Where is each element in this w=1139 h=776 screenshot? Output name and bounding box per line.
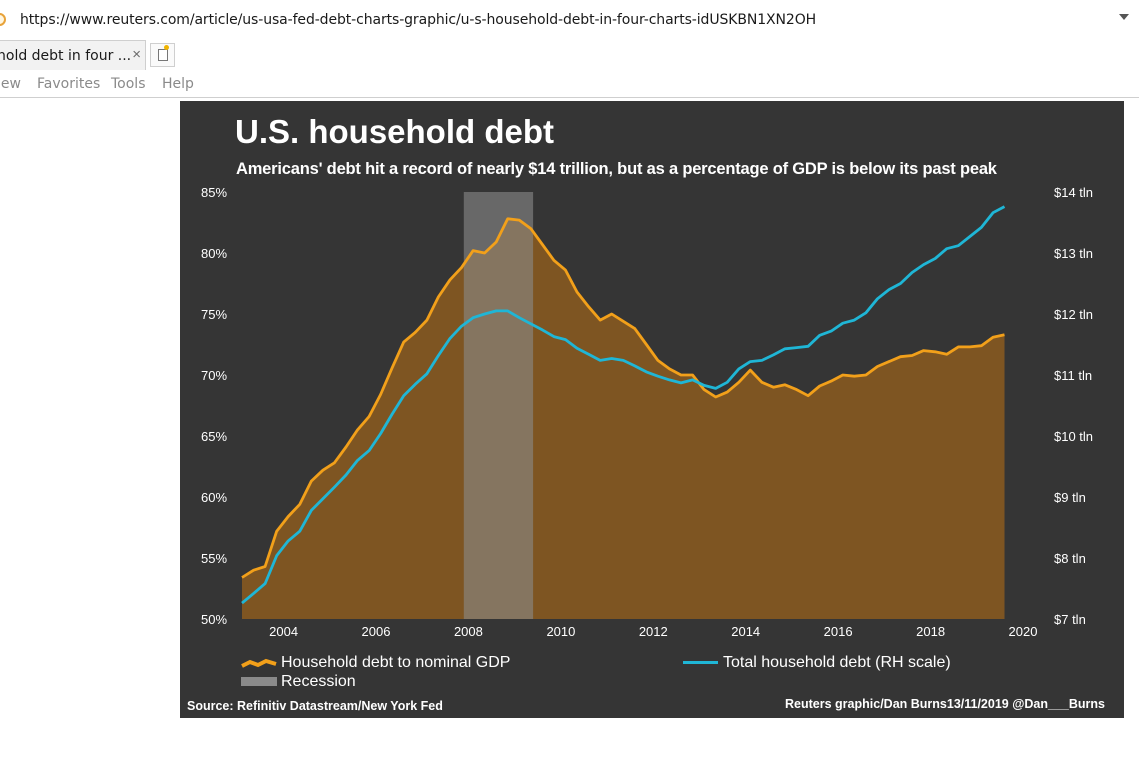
y-right-tick-label: $12 tln — [1054, 307, 1093, 322]
y-right-tick-label: $14 tln — [1054, 185, 1093, 200]
y-right-tick-label: $7 tln — [1054, 612, 1086, 627]
legend-swatch-debt-gdp — [241, 658, 277, 668]
sparkle-icon — [164, 45, 169, 50]
credit-note: Reuters graphic/Dan Burns13/11/2019 @Dan… — [785, 697, 1105, 711]
x-tick-label: 2020 — [1009, 624, 1038, 639]
y-left-tick-label: 60% — [201, 490, 227, 505]
menu-view[interactable]: iew — [0, 76, 21, 92]
chart-svg: 85% 80% 75% 70% 65% 60% 55% 50% $14 tln $13 tln $1… — [201, 185, 1093, 639]
y-left-tick-label: 50% — [201, 612, 227, 627]
chart-subtitle: Americans' debt hit a record of nearly $… — [236, 160, 997, 178]
source-note: Source: Refinitiv Datastream/New York Fe… — [187, 699, 443, 713]
chevron-down-icon[interactable] — [1119, 14, 1129, 20]
menu-tools[interactable]: Tools — [111, 76, 146, 92]
menu-help[interactable]: Help — [162, 76, 194, 92]
debt-gdp-line — [241, 217, 1005, 579]
legend-label-total-debt: Total household debt (RH scale) — [723, 654, 951, 671]
menu-bar: iew Favorites Tools Help — [0, 70, 1139, 98]
chart-title: U.S. household debt — [235, 113, 554, 150]
new-tab-button[interactable] — [150, 43, 175, 67]
legend-swatch-total-debt — [683, 661, 718, 664]
x-tick-label: 2012 — [639, 624, 668, 639]
close-icon[interactable]: × — [132, 46, 141, 63]
tab-title: hold debt in four ... — [0, 48, 132, 64]
x-tick-label: 2018 — [916, 624, 945, 639]
menu-favorites[interactable]: Favorites — [37, 76, 101, 92]
y-left-tick-label: 65% — [201, 429, 227, 444]
address-bar[interactable]: https://www.reuters.com/article/us-usa-f… — [0, 0, 1139, 41]
site-icon — [0, 13, 6, 26]
legend-swatch-debt-gdp-line — [241, 658, 277, 668]
tab-strip: hold debt in four ... × — [0, 40, 1139, 70]
y-left-tick-label: 75% — [201, 307, 227, 322]
legend-label-recession: Recession — [281, 673, 356, 690]
x-tick-label: 2006 — [362, 624, 391, 639]
y-right-tick-label: $11 tln — [1054, 368, 1092, 383]
y-right-tick-label: $10 tln — [1054, 429, 1093, 444]
tab-active[interactable]: hold debt in four ... × — [0, 40, 146, 70]
debt-gdp-area — [242, 218, 1005, 620]
x-tick-label: 2008 — [454, 624, 483, 639]
y-right-tick-label: $9 tln — [1054, 490, 1086, 505]
x-tick-label: 2016 — [824, 624, 853, 639]
y-left-tick-label: 85% — [201, 185, 227, 200]
y-left-tick-label: 70% — [201, 368, 227, 383]
recession-band — [463, 192, 534, 619]
x-tick-label: 2004 — [269, 624, 298, 639]
new-tab-icon — [158, 49, 168, 61]
total-debt-line — [241, 205, 1006, 605]
y-right-tick-label: $13 tln — [1054, 246, 1093, 261]
y-left-tick-label: 55% — [201, 551, 227, 566]
legend-swatch-recession — [241, 677, 277, 686]
x-tick-label: 2014 — [731, 624, 760, 639]
y-left-tick-label: 80% — [201, 246, 227, 261]
url-text[interactable]: https://www.reuters.com/article/us-usa-f… — [20, 12, 817, 28]
legend-label-debt-gdp: Household debt to nominal GDP — [281, 654, 511, 671]
chart-panel: 85% 80% 75% 70% 65% 60% 55% 50% $14 tln $13 tln $1… — [180, 101, 1124, 718]
x-tick-label: 2010 — [546, 624, 575, 639]
y-right-tick-label: $8 tln — [1054, 551, 1086, 566]
